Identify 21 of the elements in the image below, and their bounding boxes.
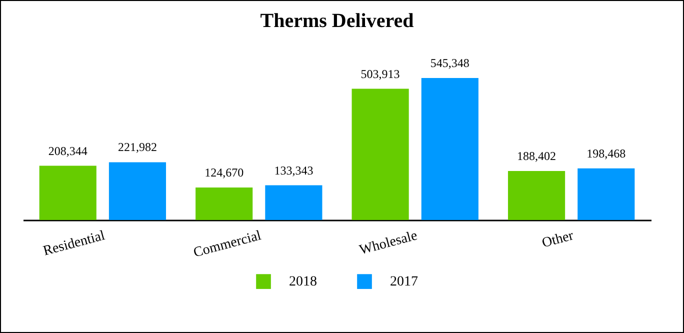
data-label: 208,344 <box>48 144 88 158</box>
bar <box>421 78 478 220</box>
bar <box>352 88 409 220</box>
data-label: 198,468 <box>586 146 626 160</box>
bar <box>108 162 166 220</box>
bar <box>508 170 566 220</box>
x-tick-label: Wholesale <box>358 228 419 258</box>
data-label: 133,343 <box>274 163 314 178</box>
bar <box>578 168 635 220</box>
x-tick-label: Other <box>540 228 576 252</box>
data-label: 545,348 <box>430 56 470 70</box>
legend-label: 2017 <box>390 274 418 290</box>
bar <box>39 166 96 220</box>
data-label: 221,982 <box>118 140 157 154</box>
bar <box>265 185 322 220</box>
chart-title: Therms Delivered <box>260 10 414 32</box>
data-label: 124,670 <box>204 166 244 180</box>
data-label: 503,913 <box>360 66 400 81</box>
data-label: 188,402 <box>517 148 556 163</box>
legend-label: 2018 <box>289 274 317 290</box>
bar <box>196 188 253 220</box>
